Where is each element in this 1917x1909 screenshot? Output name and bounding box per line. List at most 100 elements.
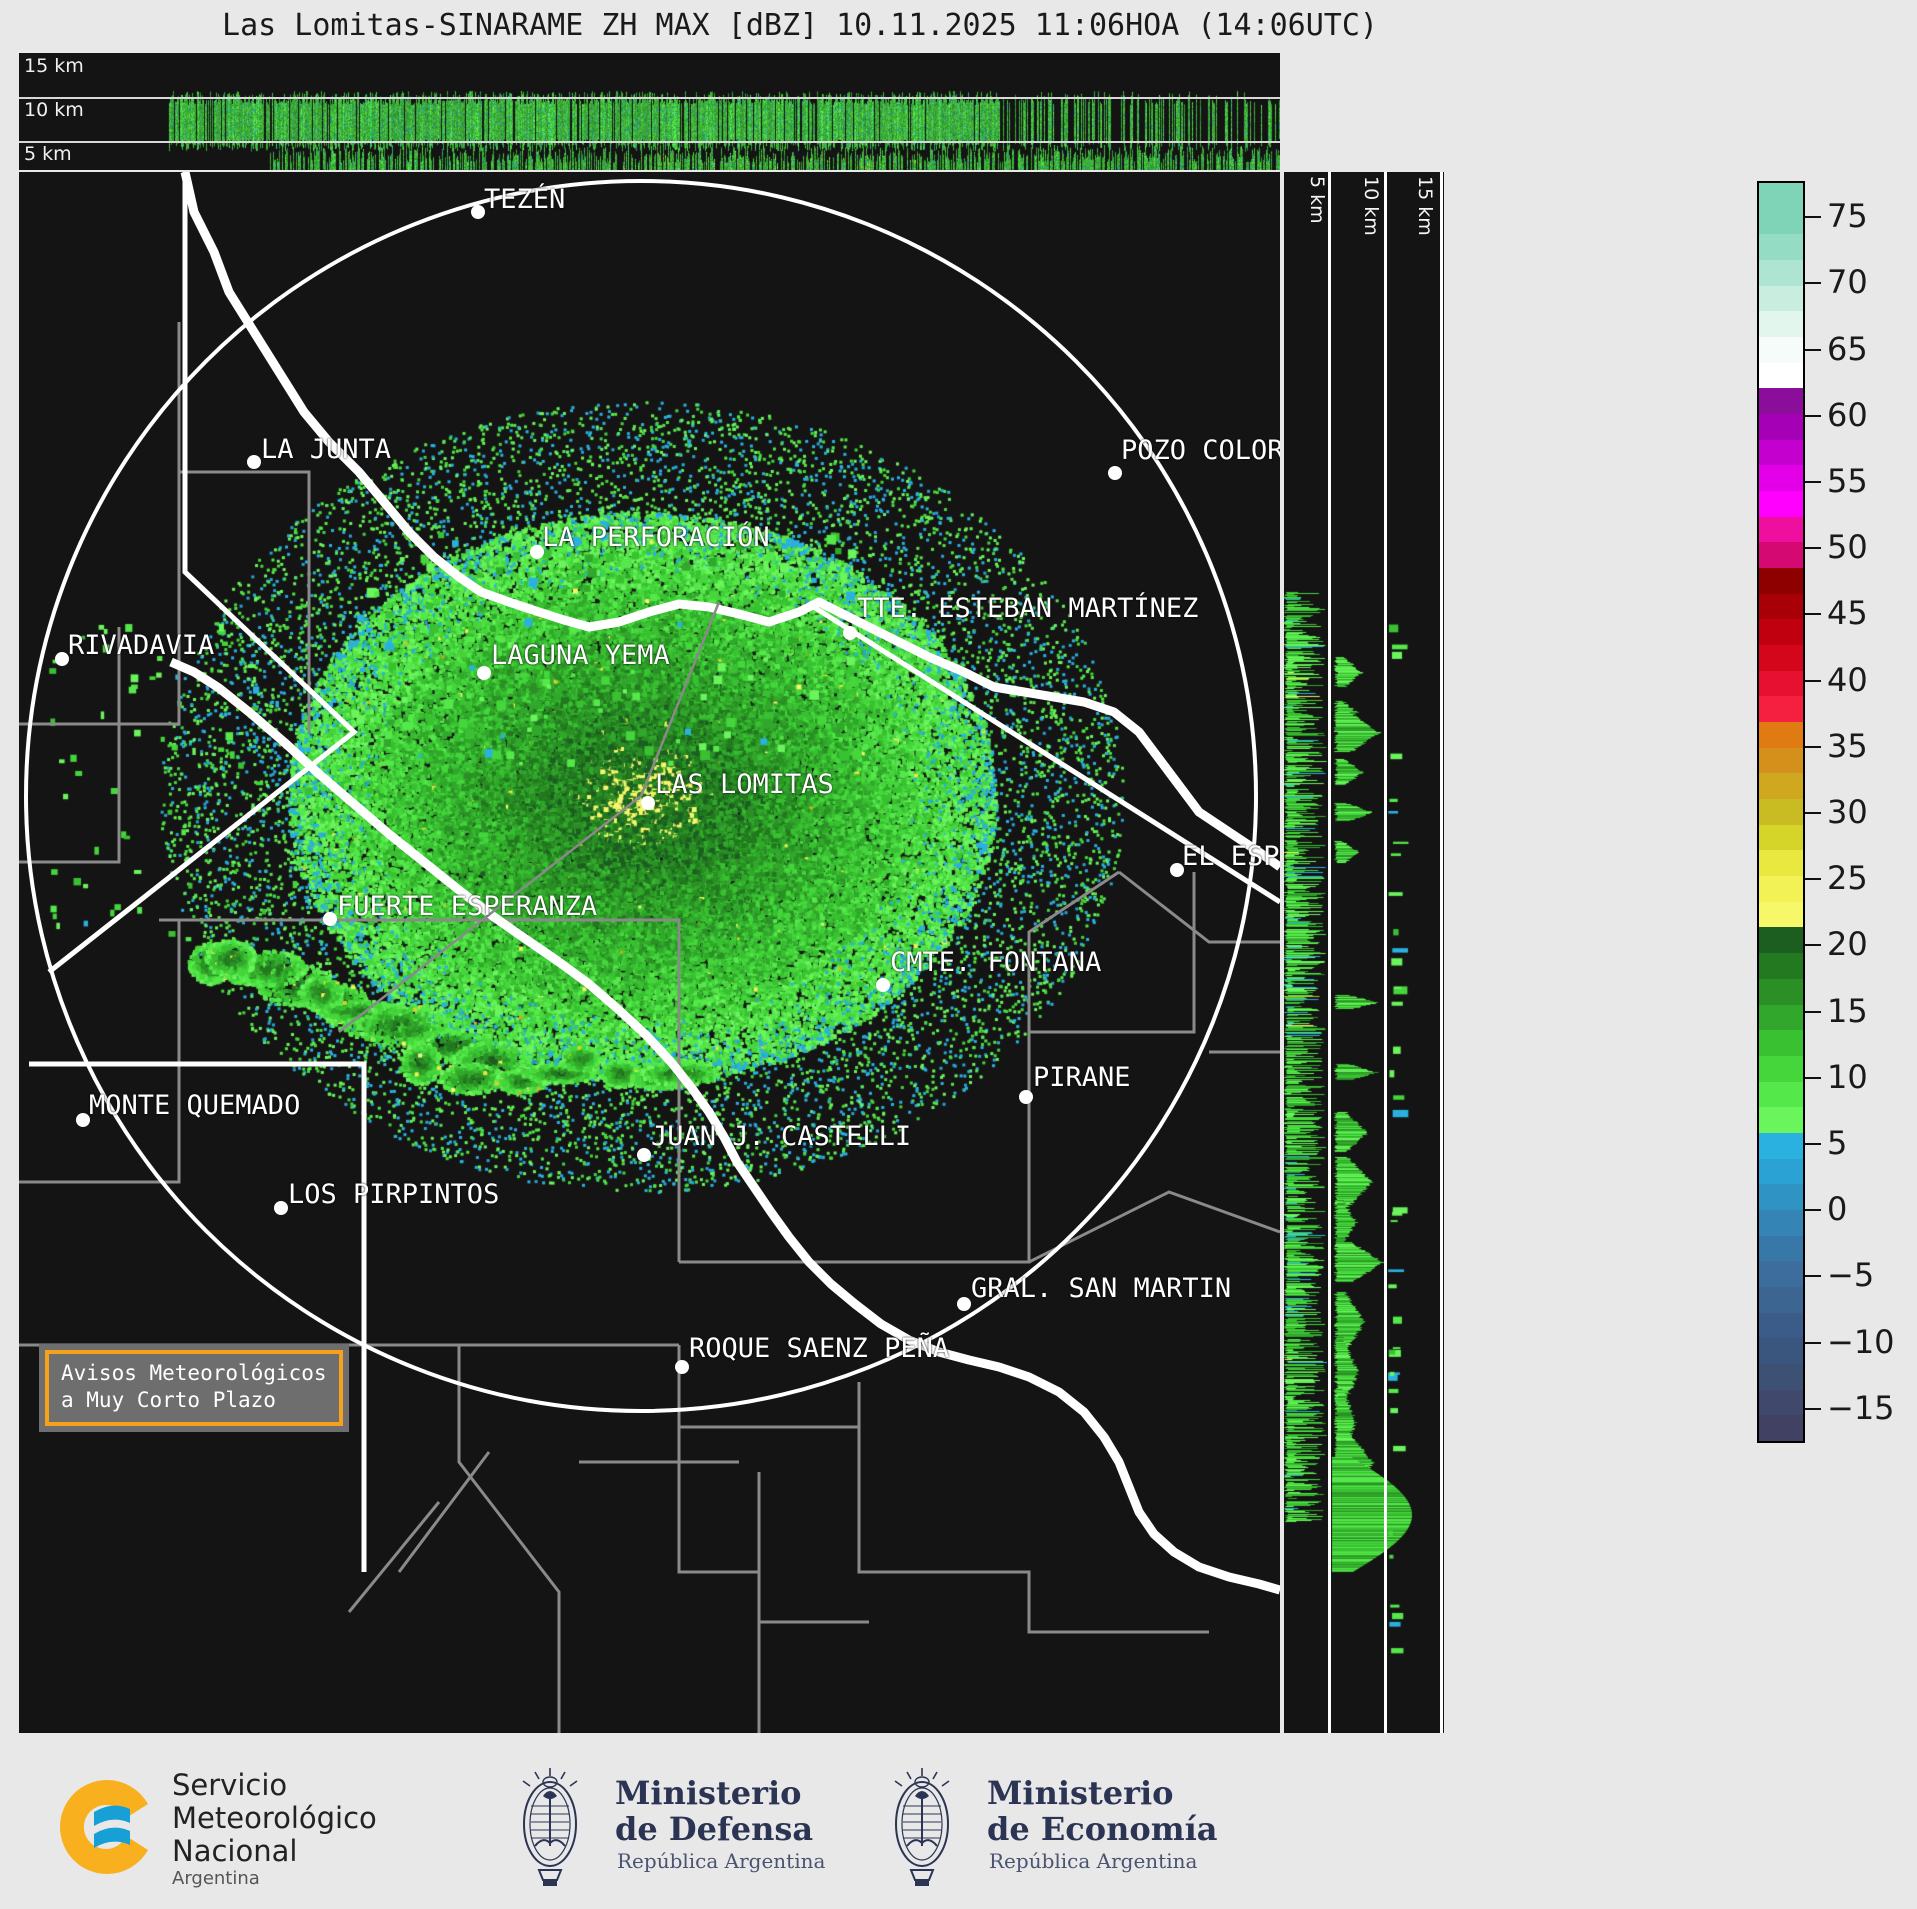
colorbar-tick-label: 45 xyxy=(1827,594,1868,633)
warning-box[interactable]: Avisos Meteorológicos a Muy Corto Plazo xyxy=(39,1344,349,1432)
smn-label-line4: Argentina xyxy=(172,1868,260,1889)
colorbar xyxy=(1757,181,1805,1443)
formosa-chaco-border xyxy=(807,601,1280,905)
side-axis-label-15km: 15 km xyxy=(1414,176,1436,236)
city-marker xyxy=(76,1113,90,1127)
smn-logo-icon xyxy=(60,1780,148,1874)
colorbar-swatch xyxy=(1759,1286,1803,1313)
colorbar-swatch xyxy=(1759,619,1803,646)
warning-line-1: Avisos Meteorológicos xyxy=(61,1361,327,1385)
colorbar-tick-label: 20 xyxy=(1827,925,1868,964)
colorbar-tick xyxy=(1805,1275,1821,1278)
argentina-coat-of-arms-icon-economia xyxy=(894,1768,950,1886)
colorbar-tick-label: 30 xyxy=(1827,793,1868,831)
radar-radial-line-2 xyxy=(639,601,721,797)
colorbar-swatch xyxy=(1759,337,1803,363)
city-marker xyxy=(1108,466,1122,480)
colorbar-swatch xyxy=(1759,773,1803,800)
colorbar-swatch xyxy=(1759,285,1803,312)
radar-range-ring xyxy=(24,179,1258,1413)
city-marker xyxy=(641,796,655,810)
colorbar-tick xyxy=(1805,812,1821,814)
colorbar-swatch xyxy=(1759,1312,1803,1339)
bermejo-river-boundary xyxy=(169,657,1280,1595)
colorbar-tick-label: 10 xyxy=(1827,1057,1868,1096)
colorbar-swatch xyxy=(1759,645,1803,671)
colorbar-tick-label: −10 xyxy=(1827,1322,1895,1361)
city-marker xyxy=(876,978,890,992)
city-marker xyxy=(530,545,544,559)
city-marker xyxy=(323,912,337,926)
colorbar-swatch xyxy=(1759,901,1803,928)
page-title: Las Lomitas-SINARAME ZH MAX [dBZ] 10.11.… xyxy=(222,8,1378,43)
colorbar-swatch xyxy=(1759,1389,1803,1416)
colorbar-swatch xyxy=(1759,927,1803,954)
colorbar-tick xyxy=(1805,745,1821,748)
colorbar-tick-label: 5 xyxy=(1827,1124,1848,1163)
top-cross-section-canvas xyxy=(19,53,1280,170)
ministerio-defensa-line1: Ministerio xyxy=(615,1774,802,1812)
city-marker xyxy=(477,666,491,680)
colorbar-swatch xyxy=(1759,1415,1803,1441)
smn-label-line1: Servicio xyxy=(172,1768,288,1802)
city-marker xyxy=(843,626,857,640)
ministerio-defensa-line2: de Defensa xyxy=(615,1810,814,1848)
side-axis-label-5km: 5 km xyxy=(1306,176,1328,224)
colorbar-swatch xyxy=(1759,850,1803,877)
colorbar-tick xyxy=(1805,1076,1821,1079)
colorbar-swatch xyxy=(1759,696,1803,723)
colorbar-tick xyxy=(1805,1407,1821,1410)
colorbar-swatch xyxy=(1759,1235,1803,1262)
argentina-coat-of-arms-icon-defensa xyxy=(522,1768,578,1886)
colorbar-swatch xyxy=(1759,1004,1803,1031)
colorbar-tick xyxy=(1805,1010,1821,1013)
colorbar-swatch xyxy=(1759,362,1803,389)
city-marker xyxy=(1019,1090,1033,1104)
top-cross-section-panel: 15 km 10 km 5 km xyxy=(19,53,1280,170)
city-marker xyxy=(55,652,69,666)
colorbar-swatch xyxy=(1759,1338,1803,1364)
city-marker xyxy=(675,1360,689,1374)
smn-label-line3: Nacional xyxy=(172,1834,298,1868)
salta-provincial-border xyxy=(47,172,358,974)
international-border-north xyxy=(180,172,1280,871)
colorbar-swatch xyxy=(1759,747,1803,774)
side-gridline-15km xyxy=(1440,172,1443,1733)
colorbar-swatch xyxy=(1759,414,1803,440)
city-marker xyxy=(247,455,261,469)
colorbar-swatch xyxy=(1759,1184,1803,1210)
colorbar-tick xyxy=(1805,480,1821,483)
colorbar-swatch xyxy=(1759,1030,1803,1056)
colorbar-swatch xyxy=(1759,1363,1803,1390)
colorbar-tick-label: −5 xyxy=(1827,1256,1875,1295)
city-marker xyxy=(957,1297,971,1311)
colorbar-swatch xyxy=(1759,208,1803,235)
colorbar-tick-label: 65 xyxy=(1827,329,1868,368)
colorbar-tick xyxy=(1805,1341,1821,1344)
map-vector-overlay xyxy=(19,172,1280,1733)
top-axis-label-10km: 10 km xyxy=(24,99,84,121)
colorbar-tick xyxy=(1805,282,1821,285)
colorbar-swatch xyxy=(1759,183,1803,209)
side-cross-section-panel: 5 km 10 km 15 km xyxy=(1284,172,1444,1733)
colorbar-swatch xyxy=(1759,978,1803,1005)
colorbar-tick xyxy=(1805,878,1821,881)
colorbar-tick xyxy=(1805,414,1821,417)
colorbar-tick-label: 0 xyxy=(1827,1190,1848,1229)
warning-line-2: a Muy Corto Plazo xyxy=(61,1387,276,1412)
side-gridline-10km xyxy=(1384,172,1387,1733)
colorbar-swatch xyxy=(1759,670,1803,697)
colorbar-swatch xyxy=(1759,388,1803,415)
colorbar-swatch xyxy=(1759,799,1803,825)
colorbar-tick-label: −15 xyxy=(1827,1388,1895,1427)
colorbar-tick-label: 25 xyxy=(1827,859,1868,898)
ministerio-economia-line3: República Argentina xyxy=(989,1849,1198,1873)
colorbar-tick-label: 15 xyxy=(1827,991,1868,1030)
colorbar-swatch xyxy=(1759,824,1803,851)
colorbar-tick xyxy=(1805,613,1821,616)
province-boundaries xyxy=(19,322,1280,1733)
side-axis-label-10km: 10 km xyxy=(1360,176,1382,236)
colorbar-swatch xyxy=(1759,542,1803,569)
colorbar-tick xyxy=(1805,348,1821,351)
